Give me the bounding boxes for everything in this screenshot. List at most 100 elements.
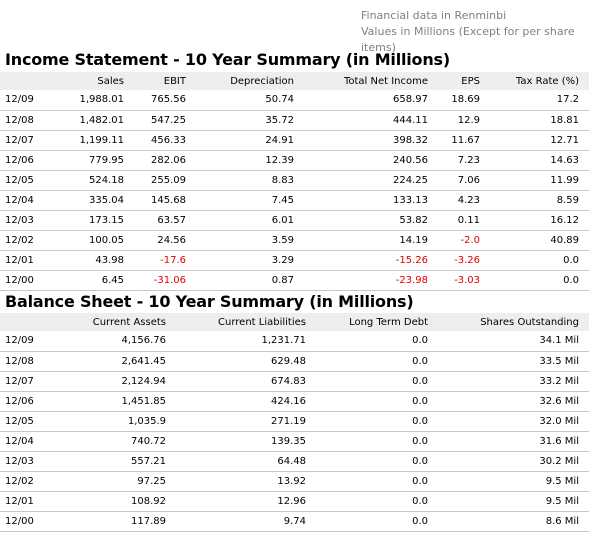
table-row: 12/04 335.04 145.68 7.45 133.13 4.23 8.59	[0, 190, 589, 210]
value-cell: -17.6	[160, 254, 186, 266]
value-cell: 7.45	[271, 194, 294, 206]
period-cell: 12/01	[5, 254, 34, 266]
currency-note: Financial data in Renminbi	[361, 9, 507, 22]
value-cell: 240.56	[393, 154, 428, 166]
value-cell: 779.95	[89, 154, 124, 166]
value-cell: 444.11	[393, 114, 428, 126]
period-cell: 12/04	[5, 435, 34, 447]
value-cell: 0.0	[412, 355, 428, 367]
value-cell: 53.82	[399, 214, 428, 226]
table-row: 12/08 2,641.45 629.48 0.0 33.5 Mil	[0, 351, 589, 371]
value-cell: 0.0	[563, 274, 579, 286]
period-cell: 12/02	[5, 234, 34, 246]
period-cell: 12/06	[5, 395, 34, 407]
value-cell: 557.21	[131, 455, 166, 467]
value-cell: 14.19	[399, 234, 428, 246]
income-column-header: Total Net Income	[343, 75, 428, 87]
value-cell: 0.87	[271, 274, 294, 286]
period-cell: 12/03	[5, 455, 34, 467]
period-cell: 12/06	[5, 154, 34, 166]
value-cell: 12.39	[265, 154, 294, 166]
period-cell: 12/07	[5, 134, 34, 146]
table-row: 12/01 108.92 12.96 0.0 9.5 Mil	[0, 491, 589, 511]
value-cell: 6.45	[101, 274, 124, 286]
balance-column-header: Shares Outstanding	[480, 316, 579, 328]
value-cell: 64.48	[277, 455, 306, 467]
value-cell: 524.18	[89, 174, 124, 186]
value-cell: 3.59	[271, 234, 294, 246]
value-cell: 0.0	[412, 435, 428, 447]
value-cell: 1,231.71	[261, 335, 306, 347]
value-cell: 9.5 Mil	[545, 495, 579, 507]
value-cell: 224.25	[393, 174, 428, 186]
balance-column-header: Long Term Debt	[349, 316, 428, 328]
value-cell: 117.89	[131, 515, 166, 527]
income-column-header	[0, 72, 56, 90]
value-cell: 32.6 Mil	[539, 395, 579, 407]
income-column-header: EPS	[461, 75, 480, 87]
value-cell: 6.01	[271, 214, 294, 226]
income-column-header: Tax Rate (%)	[515, 75, 579, 87]
value-cell: 8.83	[271, 174, 294, 186]
value-cell: 0.0	[412, 375, 428, 387]
table-row: 12/00 6.45 -31.06 0.87 -23.98 -3.03 0.0	[0, 270, 589, 290]
value-cell: 35.72	[265, 114, 294, 126]
value-cell: 50.74	[265, 94, 294, 106]
value-cell: 43.98	[95, 254, 124, 266]
value-cell: 398.32	[393, 134, 428, 146]
value-cell: 40.89	[550, 234, 579, 246]
value-cell: 1,988.01	[79, 94, 124, 106]
balance-sheet-table: Current Assets Current Liabilities Long Te…	[0, 313, 589, 532]
value-cell: 0.0	[412, 415, 428, 427]
balance-column-header	[0, 313, 56, 331]
value-cell: 13.92	[277, 475, 306, 487]
table-row: 12/02 97.25 13.92 0.0 9.5 Mil	[0, 471, 589, 491]
table-row: 12/05 524.18 255.09 8.83 224.25 7.06 11.99	[0, 170, 589, 190]
value-cell: 24.56	[157, 234, 186, 246]
value-cell: 32.0 Mil	[539, 415, 579, 427]
value-cell: 3.29	[271, 254, 294, 266]
income-column-header: Sales	[97, 75, 124, 87]
value-cell: 31.6 Mil	[539, 435, 579, 447]
value-cell: 33.2 Mil	[539, 375, 579, 387]
value-cell: 0.0	[412, 335, 428, 347]
value-cell: 424.16	[271, 395, 306, 407]
period-cell: 12/00	[5, 274, 34, 286]
value-cell: 4,156.76	[121, 335, 166, 347]
value-cell: 97.25	[137, 475, 166, 487]
value-cell: 271.19	[271, 415, 306, 427]
value-cell: 335.04	[89, 194, 124, 206]
value-cell: 18.81	[550, 114, 579, 126]
value-cell: 145.68	[151, 194, 186, 206]
value-cell: 255.09	[151, 174, 186, 186]
value-cell: 24.91	[265, 134, 294, 146]
value-cell: 674.83	[271, 375, 306, 387]
value-cell: 765.56	[151, 94, 186, 106]
value-cell: 740.72	[131, 435, 166, 447]
value-cell: 8.6 Mil	[545, 515, 579, 527]
period-cell: 12/08	[5, 114, 34, 126]
value-cell: -31.06	[153, 274, 186, 286]
value-cell: 33.5 Mil	[539, 355, 579, 367]
table-row: 12/04 740.72 139.35 0.0 31.6 Mil	[0, 431, 589, 451]
value-cell: 63.57	[157, 214, 186, 226]
table-row: 12/02 100.05 24.56 3.59 14.19 -2.0 40.89	[0, 230, 589, 250]
value-cell: 2,641.45	[121, 355, 166, 367]
value-cell: 0.11	[457, 214, 480, 226]
value-cell: 0.0	[412, 455, 428, 467]
value-cell: -15.26	[395, 254, 428, 266]
value-cell: 173.15	[89, 214, 124, 226]
units-note: Values in Millions (Except for per share…	[361, 25, 575, 54]
table-row: 12/00 117.89 9.74 0.0 8.6 Mil	[0, 511, 589, 531]
value-cell: 9.5 Mil	[545, 475, 579, 487]
table-row: 12/05 1,035.9 271.19 0.0 32.0 Mil	[0, 411, 589, 431]
value-cell: 30.2 Mil	[539, 455, 579, 467]
table-row: 12/08 1,482.01 547.25 35.72 444.11 12.9 18.81	[0, 110, 589, 130]
value-cell: -2.0	[460, 234, 480, 246]
income-header-row: Sales EBIT Depreciation Total Net Income EPS…	[0, 72, 589, 90]
value-cell: 1,035.9	[127, 415, 166, 427]
value-cell: 7.06	[457, 174, 480, 186]
value-cell: 282.06	[151, 154, 186, 166]
balance-column-header: Current Assets	[92, 316, 166, 328]
value-cell: 1,199.11	[79, 134, 124, 146]
